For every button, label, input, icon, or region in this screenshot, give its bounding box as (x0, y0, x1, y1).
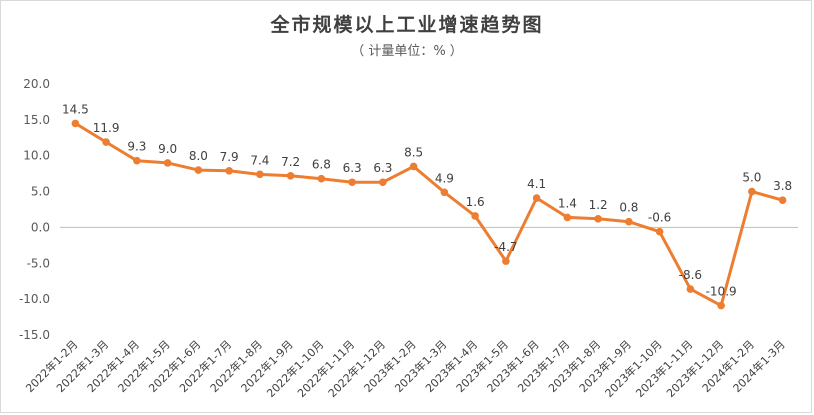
data-label: 5.0 (742, 171, 761, 185)
data-point (102, 138, 110, 146)
data-point (563, 213, 572, 222)
data-label: 1.4 (558, 196, 577, 210)
y-tick-label: 15.0 (23, 113, 50, 127)
data-point (256, 170, 264, 179)
data-point (317, 174, 326, 183)
data-point (594, 215, 602, 223)
data-label: 14.5 (62, 102, 89, 116)
y-tick-label: 5.0 (31, 185, 50, 199)
data-point (194, 166, 203, 174)
data-label: 8.0 (189, 149, 208, 163)
data-label: 9.3 (127, 140, 146, 154)
data-points (71, 119, 787, 310)
data-point (778, 196, 787, 204)
data-point (379, 178, 387, 187)
data-label: 4.1 (527, 177, 546, 191)
chart-title: 全市规模以上工业增速趋势图 (270, 14, 544, 36)
data-point (225, 166, 233, 175)
data-label: 1.2 (589, 198, 608, 212)
data-label: 9.0 (158, 142, 177, 156)
data-point (133, 156, 141, 165)
data-point (686, 285, 695, 293)
data-label: 7.9 (220, 150, 239, 164)
data-label: 7.2 (281, 155, 300, 169)
data-point (348, 178, 356, 187)
data-point (532, 194, 541, 202)
data-label: 6.3 (373, 161, 392, 175)
data-point (748, 187, 756, 196)
y-tick-label: 0.0 (31, 220, 50, 234)
data-label: -10.9 (706, 285, 737, 299)
y-axis: 20.0 15.0 10.0 5.0 0.0 -5.0 -10.0 -15.0 (19, 77, 50, 342)
y-tick-label: 10.0 (23, 149, 50, 163)
y-tick-label: 20.0 (23, 77, 50, 91)
data-label: 7.4 (250, 153, 269, 167)
y-tick-label: -5.0 (27, 256, 50, 270)
data-point (71, 119, 80, 128)
y-tick-label: -15.0 (19, 328, 50, 342)
data-label: 0.8 (619, 201, 638, 215)
series-line-group (73, 121, 785, 308)
y-tick-label: -10.0 (19, 292, 50, 306)
series-line (73, 121, 785, 308)
data-point (163, 159, 172, 167)
data-label: 3.8 (773, 179, 792, 193)
data-label: 1.6 (466, 195, 485, 209)
data-point (655, 227, 664, 236)
chart-subtitle: （ 计量单位：% ） (351, 44, 463, 59)
data-point (286, 171, 295, 180)
data-point (502, 257, 510, 265)
x-axis: 2022年1-2月2022年1-3月2022年1-4月2022年1-5月2022… (23, 337, 788, 400)
data-labels: 14.5 11.9 9.3 9.0 8.0 7.9 7.4 7.2 6.8 6.3 6.3 8.5 4.… (62, 102, 792, 298)
data-point (717, 301, 725, 310)
data-label: 4.9 (435, 171, 454, 185)
data-label: -0.6 (648, 211, 671, 225)
data-label: -8.6 (679, 268, 702, 282)
data-label: 8.5 (404, 145, 423, 159)
data-point (471, 212, 479, 220)
data-point (625, 217, 633, 226)
data-label: 6.3 (343, 161, 362, 175)
data-point (440, 188, 449, 197)
data-label: 11.9 (93, 121, 120, 135)
data-point (409, 162, 418, 171)
data-label: 6.8 (312, 158, 331, 172)
data-label: -4.7 (494, 240, 517, 254)
